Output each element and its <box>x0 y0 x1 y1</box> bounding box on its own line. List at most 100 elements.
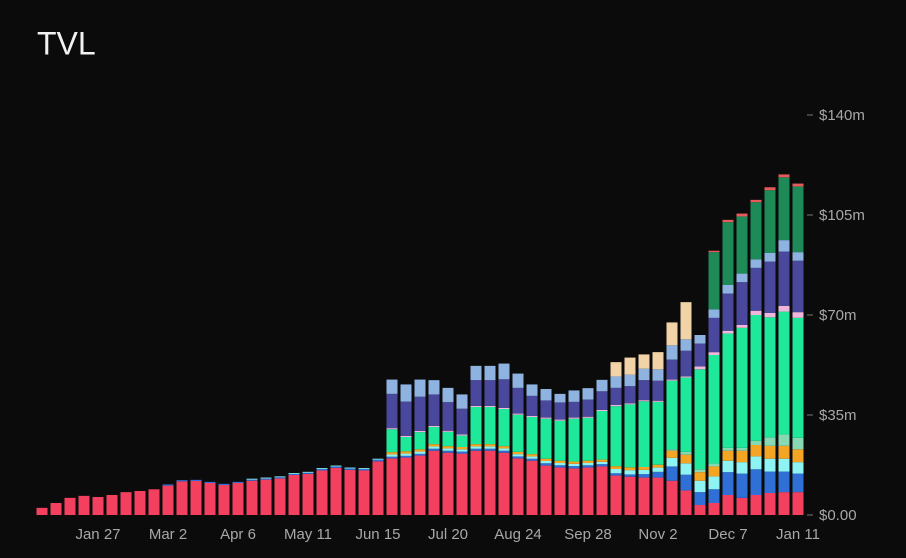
x-tick-label: Apr 6 <box>220 526 256 543</box>
bar-segment <box>624 403 636 405</box>
bar-segment <box>484 450 496 515</box>
bar-segment <box>708 466 720 477</box>
bar-segment <box>722 330 734 334</box>
bar-segment <box>568 390 580 402</box>
bar-segment <box>540 461 552 464</box>
bar-segment <box>512 387 524 414</box>
bar-segment <box>680 454 692 464</box>
bar-segment <box>778 311 790 435</box>
bar-segment <box>708 355 720 464</box>
bar-segment <box>512 458 524 515</box>
bar-segment <box>498 409 510 447</box>
x-tick-label: Jun 15 <box>355 526 400 543</box>
bar-segment <box>596 464 608 467</box>
bar-segment <box>554 419 566 421</box>
bar-segment <box>596 379 608 392</box>
bar-segment <box>442 450 454 453</box>
bar-segment <box>722 447 734 451</box>
bar-segment <box>624 467 636 471</box>
bar-segment <box>568 417 580 419</box>
bar-segment <box>708 309 720 318</box>
bar-segment <box>680 350 692 377</box>
bar-segment <box>470 450 482 515</box>
bar-segment <box>344 469 356 515</box>
bar-segment <box>778 492 790 515</box>
bar-segment <box>750 199 762 203</box>
bar-segment <box>456 453 468 515</box>
bar-segment <box>288 473 300 474</box>
bar-segment <box>638 467 650 470</box>
bar-segment <box>400 437 412 452</box>
bar-segment <box>596 411 608 460</box>
bar-segment <box>568 401 580 418</box>
bar-segment <box>638 380 650 401</box>
bar-segment <box>610 469 622 474</box>
bar-segment <box>386 454 398 457</box>
bar-segment <box>358 468 370 469</box>
bar-segment <box>722 450 734 461</box>
bar-segment <box>274 477 286 479</box>
bar-segment <box>386 458 398 515</box>
bar-segment <box>414 396 426 431</box>
bar-segment <box>708 489 720 503</box>
bar-segment <box>484 365 496 381</box>
bar-segment <box>512 451 524 455</box>
bar-segment <box>386 452 398 455</box>
bar-segment <box>386 429 398 453</box>
bar-segment <box>652 380 664 401</box>
bar-segment <box>526 384 538 396</box>
bar-segment <box>750 259 762 268</box>
bar-segment <box>792 317 804 438</box>
bar-segment <box>554 402 566 420</box>
bar-segment <box>624 474 636 477</box>
bar-segment <box>736 325 748 328</box>
bar-segment <box>582 399 594 417</box>
bar-segment <box>666 380 678 450</box>
bar-segment <box>764 437 776 446</box>
bar-segment <box>638 477 650 515</box>
bar-segment <box>540 463 552 466</box>
bar-segment <box>428 446 440 449</box>
bar-segment <box>526 395 538 416</box>
bar-segment <box>512 456 524 459</box>
bar-segment <box>498 407 510 409</box>
bar-segment <box>680 451 692 455</box>
bar-segment <box>708 252 720 310</box>
bar-segment <box>792 252 804 261</box>
bar-segment <box>638 368 650 381</box>
bar-segment <box>190 481 202 515</box>
bar-segment <box>694 369 706 470</box>
bar-segment <box>778 251 790 306</box>
bar-segment <box>638 474 650 478</box>
bar-segment <box>470 365 482 381</box>
bar-segment <box>596 459 608 462</box>
bar-segment <box>414 451 426 454</box>
bar-segment <box>708 463 720 467</box>
bar-segment <box>624 476 636 515</box>
bar-segment <box>386 428 398 430</box>
bar-segment <box>778 471 790 493</box>
bar-segment <box>638 401 650 467</box>
x-tick-label: Sep 28 <box>564 526 612 543</box>
bar-segment <box>134 491 146 515</box>
bar-segment <box>36 507 48 515</box>
bar-segment <box>470 405 482 407</box>
bar-segment <box>232 483 244 515</box>
bar-segment <box>400 453 412 456</box>
bar-segment <box>638 400 650 402</box>
bar-segment <box>666 449 678 451</box>
bar-segment <box>540 465 552 515</box>
bar-segment <box>246 478 258 480</box>
bar-segment <box>358 469 370 471</box>
bar-segment <box>582 388 594 400</box>
bar-segment <box>722 219 734 223</box>
bar-segment <box>470 407 482 445</box>
bar-segment <box>428 425 440 427</box>
bar-segment <box>568 466 580 469</box>
bar-segment <box>722 472 734 495</box>
bar-segment <box>652 369 664 381</box>
bar-segment <box>736 447 748 451</box>
bar-segment <box>470 446 482 449</box>
bar-segment <box>232 481 244 483</box>
